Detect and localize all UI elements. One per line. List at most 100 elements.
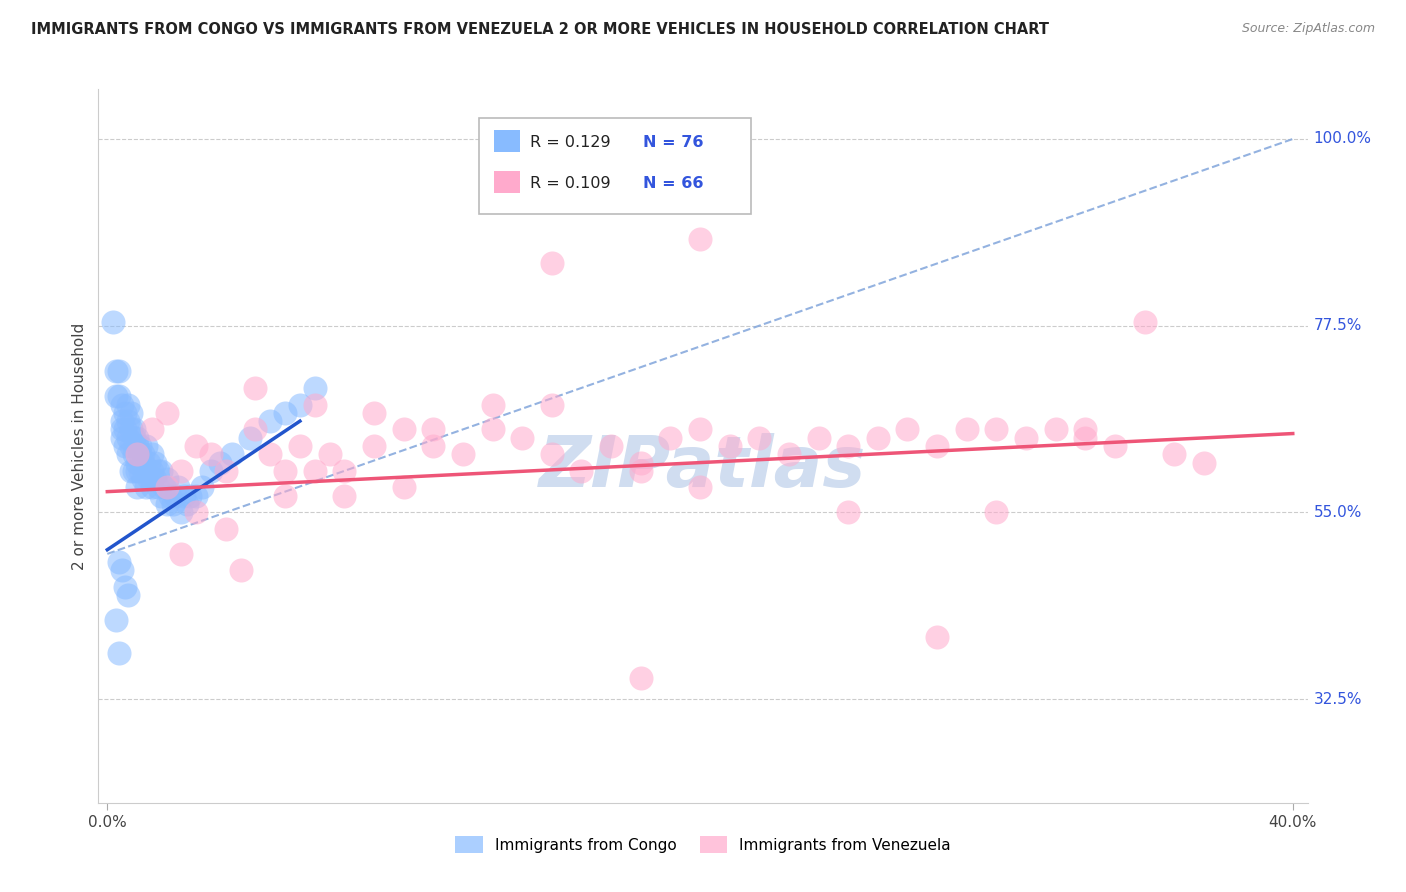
Point <box>288 397 311 411</box>
Point <box>1163 447 1185 461</box>
Point <box>125 481 148 495</box>
Point <box>122 447 145 461</box>
Point <box>200 447 222 461</box>
Point <box>125 456 148 470</box>
Point <box>141 481 163 495</box>
Text: IMMIGRANTS FROM CONGO VS IMMIGRANTS FROM VENEZUELA 2 OR MORE VEHICLES IN HOUSEHO: IMMIGRANTS FROM CONGO VS IMMIGRANTS FROM… <box>31 22 1049 37</box>
Text: N = 66: N = 66 <box>643 176 703 191</box>
Point <box>630 456 652 470</box>
Point <box>186 439 208 453</box>
Point <box>149 464 172 478</box>
Point <box>927 439 949 453</box>
Point <box>122 464 145 478</box>
Point <box>146 464 169 478</box>
Text: R = 0.109: R = 0.109 <box>530 176 610 191</box>
Point <box>540 447 562 461</box>
Point <box>114 439 136 453</box>
Point <box>135 464 157 478</box>
Point <box>600 439 623 453</box>
Point <box>422 422 444 436</box>
Point <box>162 497 184 511</box>
Point <box>114 580 136 594</box>
Point <box>274 406 297 420</box>
Point <box>138 456 160 470</box>
Point <box>571 464 593 478</box>
Text: ZIPatlas: ZIPatlas <box>540 433 866 502</box>
Point <box>659 431 682 445</box>
Point <box>1074 431 1097 445</box>
Point <box>170 505 193 519</box>
Point <box>170 547 193 561</box>
Point <box>837 505 859 519</box>
Point <box>239 431 262 445</box>
Point <box>155 472 177 486</box>
Point <box>274 489 297 503</box>
Point <box>117 431 139 445</box>
Point <box>304 464 326 478</box>
Point <box>1015 431 1038 445</box>
Point <box>143 472 166 486</box>
Point <box>837 439 859 453</box>
Point <box>748 431 770 445</box>
Point <box>318 447 340 461</box>
Point <box>173 489 195 503</box>
Point <box>215 464 238 478</box>
Point <box>155 497 177 511</box>
Point <box>1104 439 1126 453</box>
Point <box>125 439 148 453</box>
Point <box>1074 422 1097 436</box>
Point <box>510 431 533 445</box>
Point <box>132 456 155 470</box>
Point <box>105 389 128 403</box>
Point <box>108 555 131 569</box>
Point <box>117 447 139 461</box>
Point <box>132 447 155 461</box>
Point <box>170 464 193 478</box>
Point <box>105 613 128 627</box>
Point <box>167 481 190 495</box>
Point <box>120 439 142 453</box>
Point <box>422 439 444 453</box>
Point <box>120 406 142 420</box>
Point <box>689 231 711 245</box>
Point <box>540 397 562 411</box>
Point <box>149 489 172 503</box>
Text: 55.0%: 55.0% <box>1313 505 1362 520</box>
Point <box>122 431 145 445</box>
Point <box>200 464 222 478</box>
Point <box>179 489 201 503</box>
Point <box>1133 314 1156 328</box>
Text: R = 0.129: R = 0.129 <box>530 136 610 150</box>
Point <box>117 414 139 428</box>
Point <box>111 564 134 578</box>
Point <box>129 464 152 478</box>
Point <box>108 647 131 661</box>
Point <box>274 464 297 478</box>
Point <box>176 497 198 511</box>
Point <box>363 439 385 453</box>
Point <box>111 397 134 411</box>
Point <box>125 464 148 478</box>
Text: 77.5%: 77.5% <box>1313 318 1362 334</box>
Point <box>481 397 503 411</box>
Point <box>111 431 134 445</box>
Point <box>245 381 267 395</box>
Point <box>986 505 1008 519</box>
Point <box>866 431 889 445</box>
Point <box>540 256 562 270</box>
Point <box>186 489 208 503</box>
Point <box>718 439 741 453</box>
Point <box>125 447 148 461</box>
Y-axis label: 2 or more Vehicles in Household: 2 or more Vehicles in Household <box>72 322 87 570</box>
Text: Source: ZipAtlas.com: Source: ZipAtlas.com <box>1241 22 1375 36</box>
Text: 100.0%: 100.0% <box>1313 131 1372 146</box>
Point <box>103 314 125 328</box>
Point <box>152 481 174 495</box>
Point <box>155 406 177 420</box>
Point <box>245 422 267 436</box>
Point <box>259 447 281 461</box>
Point <box>120 464 142 478</box>
Point <box>186 505 208 519</box>
FancyBboxPatch shape <box>494 170 520 193</box>
Point <box>132 472 155 486</box>
